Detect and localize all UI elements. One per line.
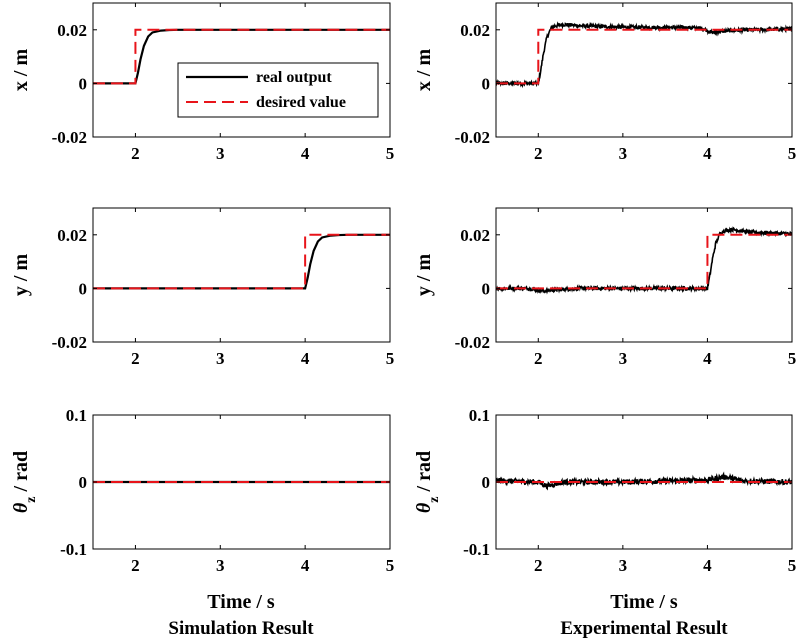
x-tick-label: 2 — [534, 556, 543, 575]
x-tick-label: 3 — [216, 144, 225, 163]
y-tick-label: -0.02 — [52, 128, 87, 147]
x-tick-label: 3 — [619, 144, 628, 163]
legend-box — [177, 62, 379, 118]
x-tick-label: 5 — [386, 556, 395, 575]
series-desired-value-exp-x — [496, 28, 792, 85]
x-tick-label: 5 — [788, 556, 797, 575]
x-tick-label: 3 — [619, 349, 628, 368]
y-tick-label: -0.02 — [52, 333, 87, 352]
y-axis-label-sim-theta: θz / rad — [10, 451, 39, 513]
series-real-output-exp-x — [496, 21, 792, 89]
legend-label-desired-value: desired value — [256, 94, 346, 111]
y-tick-label: -0.02 — [455, 333, 490, 352]
x-tick-label: 2 — [534, 144, 543, 163]
x-tick-label: 3 — [216, 349, 225, 368]
x-tick-label: 5 — [386, 144, 395, 163]
legend-label-real-output: real output — [256, 69, 332, 86]
y-tick-label: 0 — [482, 279, 491, 298]
y-axis-label-exp-theta: θz / rad — [413, 451, 442, 513]
y-tick-label: -0.1 — [60, 540, 87, 559]
x-tick-label: 5 — [386, 349, 395, 368]
panels: 2 3 4 5 0.02 0 -0.02 x / m 2 3 4 5 0.02 0 -0.02 x / m 2 3… — [10, 2, 797, 575]
axes-box-exp-y — [495, 207, 793, 343]
x-tick-label: 4 — [703, 556, 712, 575]
x-tick-label: 4 — [301, 556, 310, 575]
axes-box-exp-x — [495, 2, 793, 138]
x-tick-label: 4 — [301, 144, 310, 163]
x-tick-label: 4 — [703, 349, 712, 368]
series-desired-value-exp-y — [496, 233, 792, 290]
axes-box-sim-x — [92, 2, 391, 138]
x-tick-label: 4 — [703, 144, 712, 163]
y-axis-label-exp-y: y / m — [413, 254, 435, 297]
y-axis-label-sim-x: x / m — [10, 49, 32, 92]
series-desired-value-sim-x — [93, 28, 390, 85]
y-tick-label: -0.1 — [463, 540, 490, 559]
y-tick-label: 0.02 — [460, 21, 490, 40]
y-tick-label: 0 — [79, 279, 88, 298]
x-tick-label: 4 — [301, 349, 310, 368]
series-real-output-sim-y — [93, 233, 390, 290]
xlabel-exp: Time / s — [610, 591, 678, 613]
legend: real output desired value — [177, 62, 379, 118]
x-tick-label: 2 — [534, 349, 543, 368]
y-tick-label: 0 — [482, 473, 491, 492]
column-title-exp: Experimental Result — [560, 618, 728, 639]
y-tick-label: 0.1 — [469, 406, 490, 425]
x-tick-label: 2 — [131, 556, 140, 575]
x-tick-label: 2 — [131, 144, 140, 163]
panel-sim-y: 2 3 4 5 0.02 0 -0.02 y / m — [10, 207, 395, 368]
y-tick-label: -0.02 — [455, 128, 490, 147]
y-tick-label: 0.02 — [57, 21, 87, 40]
panel-exp-theta: 2 3 4 5 0.1 0 -0.1 θz / rad — [413, 406, 796, 575]
x-tick-label: 3 — [619, 556, 628, 575]
y-tick-label: 0 — [482, 74, 491, 93]
y-tick-label: 0 — [79, 473, 88, 492]
panel-sim-x: 2 3 4 5 0.02 0 -0.02 x / m — [10, 2, 395, 163]
y-tick-label: 0.02 — [57, 226, 87, 245]
y-tick-label: 0 — [79, 74, 88, 93]
x-tick-label: 5 — [788, 349, 797, 368]
axes-box-sim-y — [92, 207, 391, 343]
column-title-sim: Simulation Result — [168, 618, 314, 639]
x-tick-label: 2 — [131, 349, 140, 368]
y-tick-label: 0.02 — [460, 226, 490, 245]
panel-sim-theta: 2 3 4 5 0.1 0 -0.1 θz / rad — [10, 406, 394, 575]
y-axis-label-sim-y: y / m — [10, 254, 32, 297]
y-axis-label-exp-x: x / m — [413, 49, 435, 92]
y-tick-label: 0.1 — [66, 406, 87, 425]
series-real-output-exp-y — [496, 226, 792, 295]
x-tick-label: 5 — [788, 144, 797, 163]
panel-exp-y: 2 3 4 5 0.02 0 -0.02 y / m — [413, 207, 797, 368]
xlabel-sim: Time / s — [207, 591, 275, 613]
series-desired-value-sim-y — [93, 233, 390, 290]
panel-exp-x: 2 3 4 5 0.02 0 -0.02 x / m — [413, 2, 797, 163]
x-tick-label: 3 — [216, 556, 225, 575]
